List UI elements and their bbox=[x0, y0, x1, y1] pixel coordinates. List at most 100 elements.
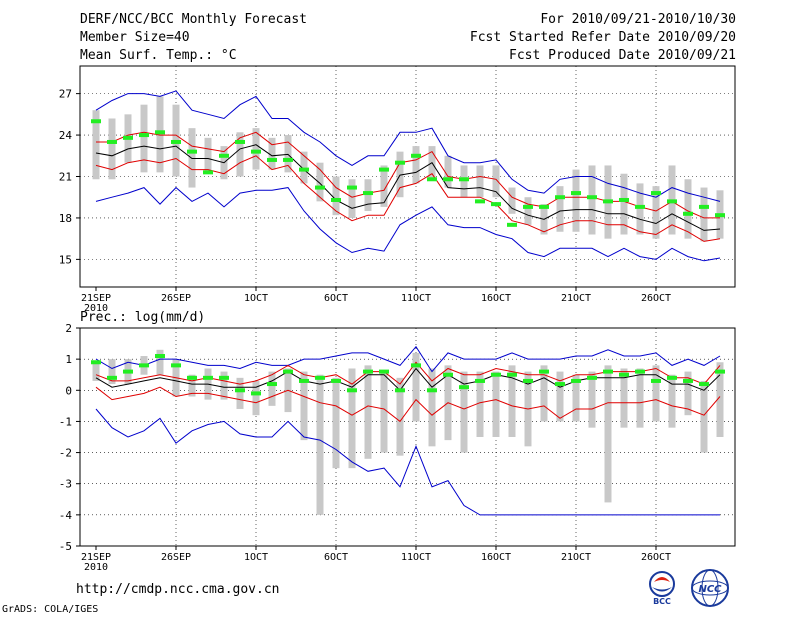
panel-0-spread-box bbox=[140, 104, 148, 173]
panel-0-spread-box bbox=[412, 146, 420, 184]
panel-0-ytick-label: 27 bbox=[59, 88, 72, 101]
panel-0-xtick-year: 2010 bbox=[84, 303, 108, 314]
panel-1-spread-box bbox=[412, 352, 420, 422]
grads-credit: GrADS: COLA/IGES bbox=[2, 604, 99, 615]
panel-1-spread-box bbox=[268, 371, 276, 406]
panel-1-ytick-label: -2 bbox=[59, 447, 72, 460]
panel-0-ensemble-marker bbox=[171, 139, 181, 144]
panel-1-xtick-label: 21OCT bbox=[561, 552, 591, 563]
panel-1-frame bbox=[79, 327, 736, 547]
panel-1-ensemble-marker bbox=[395, 388, 405, 393]
panel-1-xtick-label: 21SEP bbox=[81, 552, 111, 563]
panel-0-xtick-label: 6OCT bbox=[324, 293, 348, 304]
panel-1-spread-box bbox=[668, 374, 676, 428]
panel-0-spread-box bbox=[364, 179, 372, 212]
panel-1-ensemble-marker bbox=[347, 388, 357, 393]
member-size-label: Member Size=40 bbox=[80, 30, 190, 45]
panel-1-spread-box bbox=[428, 368, 436, 447]
panel-1-xtick-label: 1OCT bbox=[244, 552, 268, 563]
panel-0-spread-box bbox=[588, 165, 596, 235]
panel-0-series-max bbox=[95, 186, 721, 262]
panel-1-spread-box bbox=[332, 377, 340, 469]
panel-0-ensemble-marker bbox=[91, 119, 101, 124]
panel-0-ensemble-marker bbox=[603, 199, 613, 204]
panel-1-spread-box bbox=[636, 368, 644, 428]
panel-0-ensemble-marker bbox=[635, 204, 645, 209]
panel-0-spread-box bbox=[572, 169, 580, 232]
panel-0-ensemble-marker bbox=[539, 204, 549, 209]
panel-1-spread-box bbox=[92, 362, 100, 381]
panel-1-ensemble-marker bbox=[459, 385, 469, 390]
panel-0-ensemble-marker bbox=[571, 191, 581, 196]
panel-0-ensemble-marker bbox=[395, 160, 405, 165]
panel-0-ensemble-marker bbox=[139, 133, 149, 138]
panel-0-spread-box bbox=[684, 179, 692, 239]
panel-1-spread-box bbox=[108, 359, 116, 385]
panel-1-ytick-label: 1 bbox=[65, 353, 72, 366]
panel-1-xtick-label: 6OCT bbox=[324, 552, 348, 563]
panel-0-ensemble-marker bbox=[459, 177, 469, 182]
panel-1-spread-box bbox=[236, 377, 244, 409]
panel-1-ensemble-marker bbox=[523, 378, 533, 383]
panel-1-ensemble-marker bbox=[619, 372, 629, 377]
panel-1-ensemble-marker bbox=[363, 369, 373, 374]
panel-1-xtick-label: 16OCT bbox=[481, 552, 511, 563]
panel-0-spread-box bbox=[652, 186, 660, 239]
panel-0-ensemble-marker bbox=[555, 195, 565, 200]
panel-0-series-lower bbox=[95, 155, 721, 242]
panel-0-ensemble-marker bbox=[667, 199, 677, 204]
panel-1-xtick-label: 11OCT bbox=[401, 552, 431, 563]
panel-0-ensemble-marker bbox=[251, 149, 261, 154]
panel-1-spread-box bbox=[508, 365, 516, 437]
panel-0-ensemble-marker bbox=[379, 167, 389, 172]
panel-0-spread-box bbox=[396, 151, 404, 198]
panel-1-spread-box bbox=[300, 371, 308, 441]
panel-0-spread-box bbox=[460, 165, 468, 198]
panel-0-spread-box bbox=[188, 128, 196, 188]
panel-1-ensemble-marker bbox=[587, 375, 597, 380]
ncc-logo-text: NCC bbox=[698, 584, 722, 595]
forecast-start-date: Fcst Started Refer Date 2010/09/20 bbox=[469, 30, 736, 45]
ncc-logo-icon: NCC bbox=[691, 569, 729, 607]
panel-1-ensemble-marker bbox=[251, 391, 261, 396]
panel-0-ensemble-marker bbox=[475, 199, 485, 204]
panel-1-ytick-label: -5 bbox=[59, 540, 72, 553]
panel-1-ensemble-marker bbox=[427, 388, 437, 393]
panel-1-spread-box bbox=[716, 362, 724, 437]
panel-1-ensemble-marker bbox=[683, 378, 693, 383]
panel-0-spread-box bbox=[380, 165, 388, 207]
panel-1-ensemble-marker bbox=[283, 369, 293, 374]
panel-1-ensemble-marker bbox=[475, 378, 485, 383]
panel-1-spread-box bbox=[396, 377, 404, 456]
panel-0-spread-box bbox=[284, 135, 292, 173]
panel-1-spread-box bbox=[188, 374, 196, 397]
panel-0-ensemble-marker bbox=[619, 197, 629, 202]
panel-1-ensemble-marker bbox=[123, 369, 133, 374]
panel-0-ensemble-marker bbox=[715, 213, 725, 218]
panel-1-ensemble-marker bbox=[299, 378, 309, 383]
panel-0-xtick-label: 11OCT bbox=[401, 293, 431, 304]
panel-0-ensemble-marker bbox=[107, 139, 117, 144]
panel-0-spread-box bbox=[444, 155, 452, 188]
panel-1-series-max bbox=[95, 345, 721, 373]
bcc-logo-text: BCC bbox=[653, 597, 671, 606]
panel-0-spread-box bbox=[348, 179, 356, 218]
panel-0-spread-box bbox=[108, 118, 116, 180]
panel-1-spread-box bbox=[620, 368, 628, 428]
panel-0-ensemble-marker bbox=[331, 197, 341, 202]
panel-1-ensemble-marker bbox=[507, 372, 517, 377]
panel-0-ensemble-marker bbox=[651, 191, 661, 196]
panel-1-ensemble-marker bbox=[603, 369, 613, 374]
variable-label: Mean Surf. Temp.: °C bbox=[80, 48, 237, 63]
panel-0-ensemble-marker bbox=[363, 191, 373, 196]
panel-0-ytick-label: 24 bbox=[59, 129, 73, 142]
forecast-period: For 2010/09/21-2010/10/30 bbox=[540, 12, 736, 27]
panel-0-xtick-label: 21SEP bbox=[81, 293, 111, 304]
panel-0-series-min bbox=[95, 90, 721, 202]
panel-1-ensemble-marker bbox=[235, 388, 245, 393]
panel-0-xtick-label: 26OCT bbox=[641, 293, 671, 304]
panel-1-ensemble-marker bbox=[91, 360, 101, 365]
panel-1-spread-box bbox=[700, 380, 708, 453]
panel-0-ensemble-marker bbox=[123, 135, 133, 140]
footer-url[interactable]: http://cmdp.ncc.cma.gov.cn bbox=[76, 582, 280, 597]
